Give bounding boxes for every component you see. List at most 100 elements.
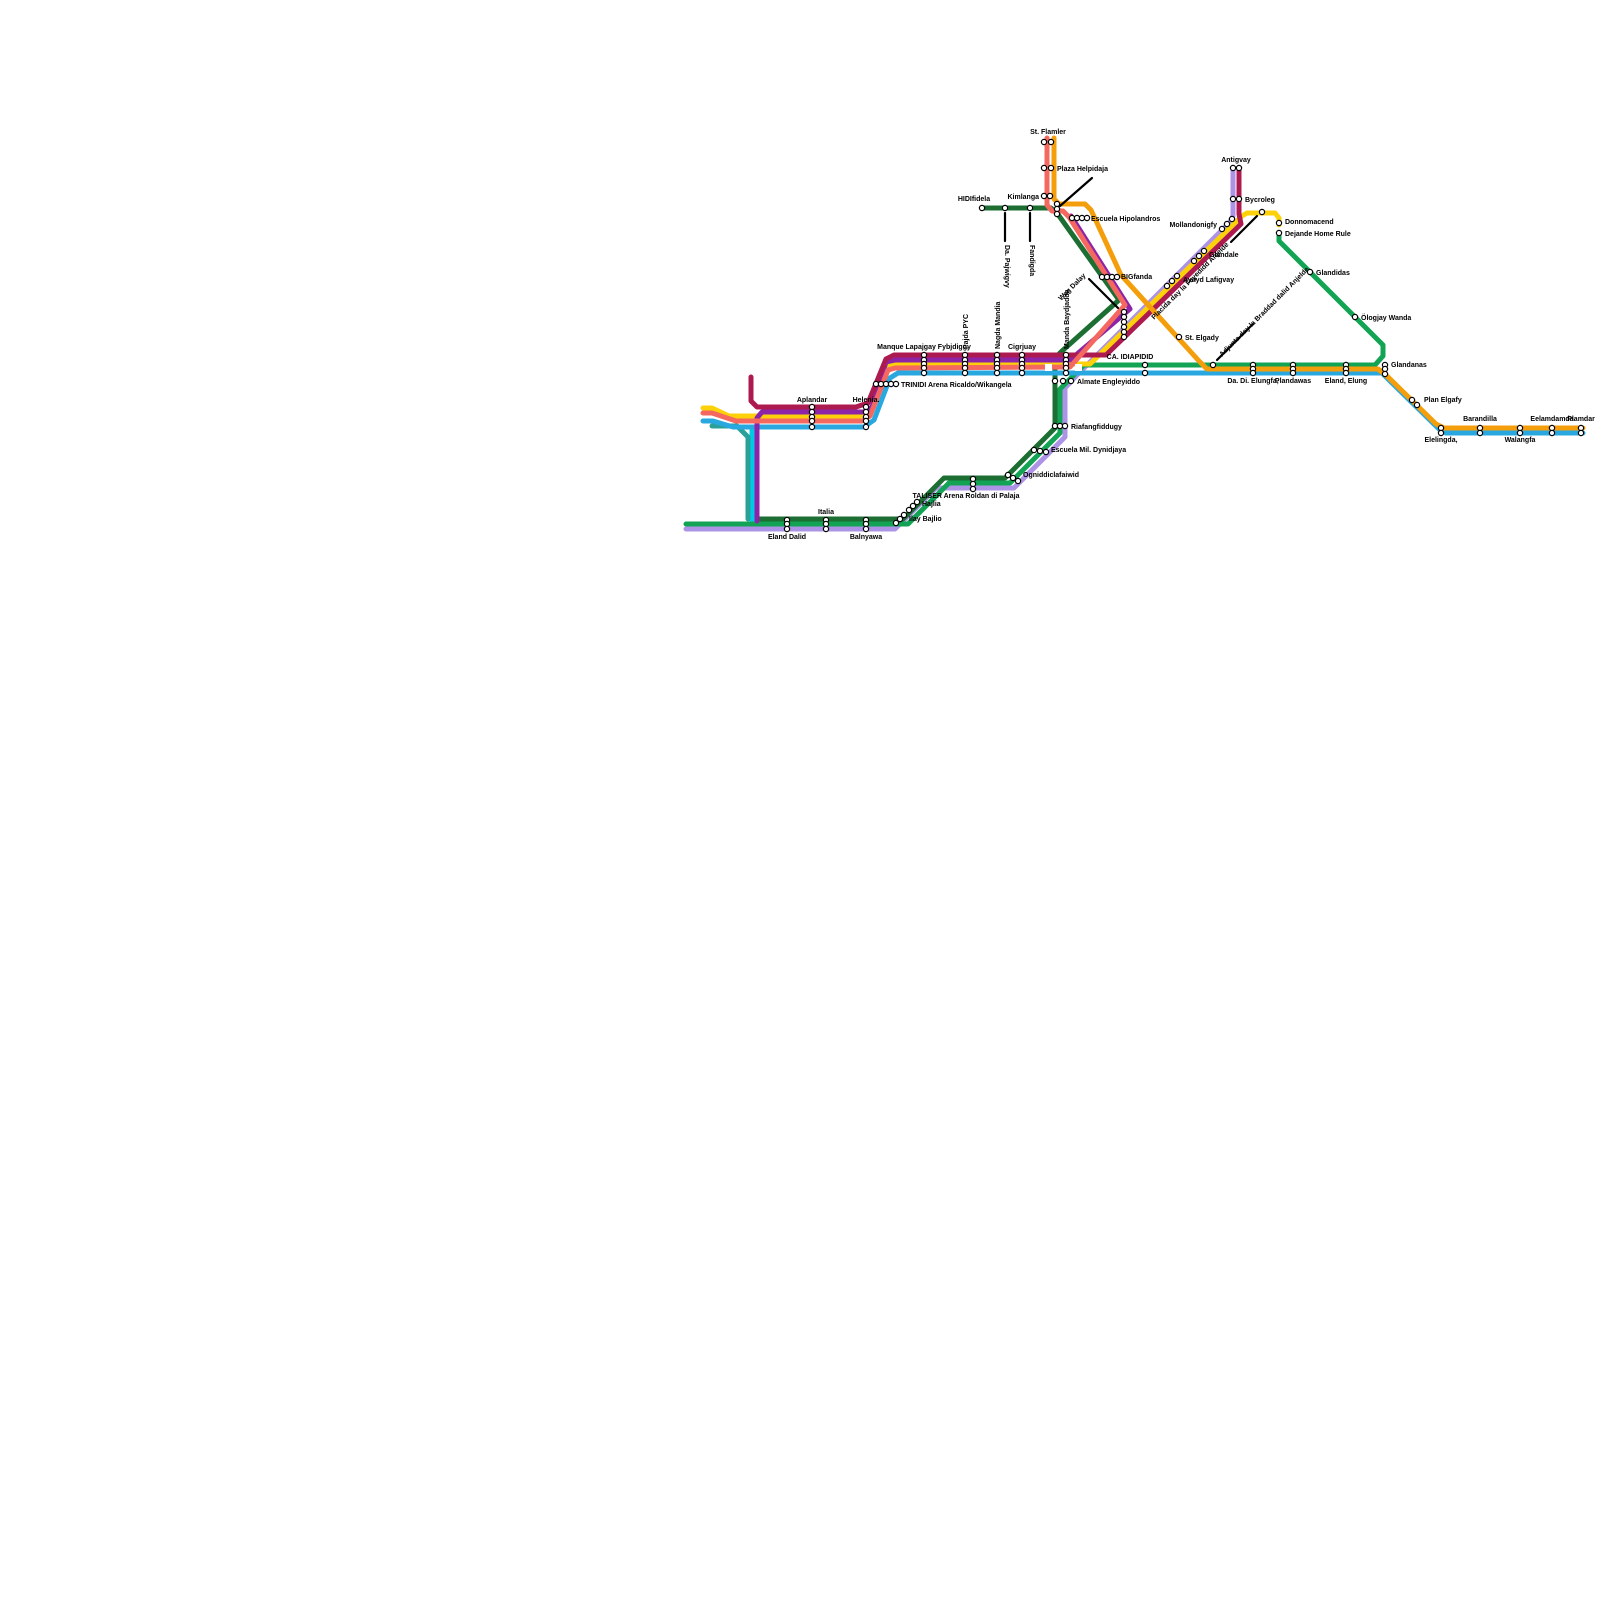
lines-layer <box>683 135 1586 532</box>
station-label-da-di-elungfa: Da. Di. Elungfa, <box>1227 378 1278 385</box>
station-dot-bycroleg <box>1235 195 1243 203</box>
station-dot-eelamdamda <box>1548 429 1556 437</box>
station-dot-ilay-bajlio <box>900 511 908 519</box>
station-glandidas <box>1306 268 1314 276</box>
station-cigrjuay <box>1018 351 1026 377</box>
station-dot-bycroleg <box>1229 195 1237 203</box>
station-label-wag-dalay: Wag Dalay <box>1058 272 1088 302</box>
station-label-eland-dalid: Eland Dalid <box>768 534 806 541</box>
leader-wag-dalay <box>1087 277 1120 310</box>
station-label-elelingda: Elelingda, <box>1424 437 1457 444</box>
leader-placida <box>1229 214 1259 244</box>
station-da-pajwigvy <box>1001 204 1009 212</box>
station-label-eelamdamda: Eelamdamda <box>1530 416 1573 423</box>
station-italia <box>822 516 830 533</box>
station-adjunta <box>1209 361 1217 369</box>
station-label-da-pajwigvy: Da. Pajwigvy <box>1003 245 1010 288</box>
station-dot-donnomacend <box>1275 219 1283 227</box>
station-dot-mollandonigfy <box>1228 215 1236 223</box>
station-label-hidifidela: HIDIfidela <box>958 196 990 203</box>
station-label-plamdar: Plamdar <box>1567 416 1595 423</box>
station-dot-helenia <box>862 417 870 425</box>
station-eelamdamda <box>1548 424 1556 437</box>
station-label-trinidi-arena: TRINIDI Arena Ricaldo/Wikangela <box>901 382 1012 389</box>
station-dot-ayayd-lafigvay <box>1173 272 1181 280</box>
station-dot-glandale <box>1200 247 1208 255</box>
station-dot-italia <box>822 525 830 533</box>
station-donnomacend <box>1275 219 1283 227</box>
station-dot-antigvay <box>1235 164 1243 172</box>
station-hidifidela <box>978 204 986 212</box>
station-dot-ayayd-lafigvay <box>1163 282 1171 290</box>
station-label-st-flamler: St. Flamler <box>1030 129 1066 136</box>
station-label-manque-lapajgay: Manque Lapajgay Fybjdiggy <box>877 344 971 351</box>
station-antigvay <box>1229 164 1243 172</box>
station-elelingda <box>1437 424 1445 437</box>
station-da-di-elungfa <box>1249 361 1257 377</box>
station-helenia <box>862 403 870 431</box>
junction-markers-layer <box>1045 364 1082 371</box>
station-plaza-helpidaja <box>1040 164 1055 172</box>
junction-gap-2 <box>1075 364 1082 371</box>
station-label-hajlia: Hajlia <box>922 501 941 508</box>
station-dot-elelingda <box>1437 429 1445 437</box>
station-dot-hidifidela <box>978 204 986 212</box>
line-yellow-line <box>700 210 1282 419</box>
station-dot-escuela-mil <box>1036 447 1044 455</box>
station-riafangfiddugy <box>1051 422 1069 430</box>
station-dot-kimlanga <box>1040 192 1048 200</box>
leader-corner <box>1058 176 1094 208</box>
station-dot-ogniddiclafaiwid <box>1004 471 1012 479</box>
station-dot-mollandonigfy <box>1218 225 1226 233</box>
station-dot-escuela-hipolandros <box>1083 214 1091 222</box>
station-label-ologjay-wanda: Ölogjay Wanda <box>1361 313 1411 322</box>
station-label-antigvay: Antigvay <box>1221 157 1251 164</box>
station-eland-elung <box>1342 361 1350 377</box>
station-pajda-pyc <box>961 351 969 377</box>
station-st-elgady <box>1175 333 1183 341</box>
station-label-plan-elgafy: Plan Elgafy <box>1424 397 1462 404</box>
station-label-ilay-bajlio: Ilay Bajlio <box>909 516 942 523</box>
station-wag-dalay <box>1120 308 1128 341</box>
station-dot-almate-engleyiddo <box>1051 377 1059 385</box>
station-bycroleg <box>1229 195 1243 203</box>
station-label-fandigda: Fandigda <box>1028 245 1035 276</box>
station-dejande-home-rule <box>1275 229 1283 237</box>
station-dot-plaza-helpidaja <box>1047 164 1055 172</box>
station-glandanas <box>1381 361 1389 378</box>
leader-lines-layer <box>1003 176 1259 362</box>
station-label-helenia: Helenia. <box>853 397 880 404</box>
station-dot-walangfa <box>1516 429 1524 437</box>
station-dot-hajlia <box>905 506 913 514</box>
station-dot-ilay-bajlio <box>892 519 900 527</box>
station-escuela-hipolandros <box>1068 214 1091 222</box>
station-dot-nagda-mandia <box>993 369 1001 377</box>
station-manque-lapajgay <box>920 351 928 377</box>
station-dot-da-pajwigvy <box>1001 204 1009 212</box>
station-dot-escuela-mil <box>1030 446 1038 454</box>
station-label-plaza-helpidaja: Plaza Helpidaja <box>1057 166 1108 173</box>
station-dot-pajda-pyc <box>961 369 969 377</box>
station-dot-eland-elung <box>1342 369 1350 377</box>
station-label-ca-idiapidid: CA. IDIAPIDID <box>1107 354 1154 361</box>
station-label-glandale: Glandale <box>1209 252 1239 259</box>
line-salmon-line <box>700 135 1128 424</box>
station-corner-trio <box>1053 200 1061 218</box>
station-mollandonigfy <box>1218 215 1236 233</box>
station-label-aplandar: Aplandar <box>797 397 828 404</box>
station-dot-manda-baydjadda <box>1062 369 1070 377</box>
station-label-escuela-hipolandros: Escuela Hipolandros <box>1091 216 1160 223</box>
station-dot-aplandar <box>808 417 816 425</box>
station-almate-engleyiddo <box>1051 377 1075 385</box>
station-dot-ayayd-lafigvay <box>1168 277 1176 285</box>
station-label-bycroleg: Bycroleg <box>1245 197 1275 204</box>
station-dot-ca-idiapidid <box>1141 369 1149 377</box>
station-dot-glandale <box>1190 257 1198 265</box>
station-dot-cigrjuay <box>1018 369 1026 377</box>
station-dot-ogniddiclafaiwid <box>1009 474 1017 482</box>
station-label-taliser-arena: TALISER Arena Roldan di Palaja <box>913 493 1020 500</box>
station-dot-hajlia <box>913 498 921 506</box>
station-dot-placida <box>1258 208 1266 216</box>
